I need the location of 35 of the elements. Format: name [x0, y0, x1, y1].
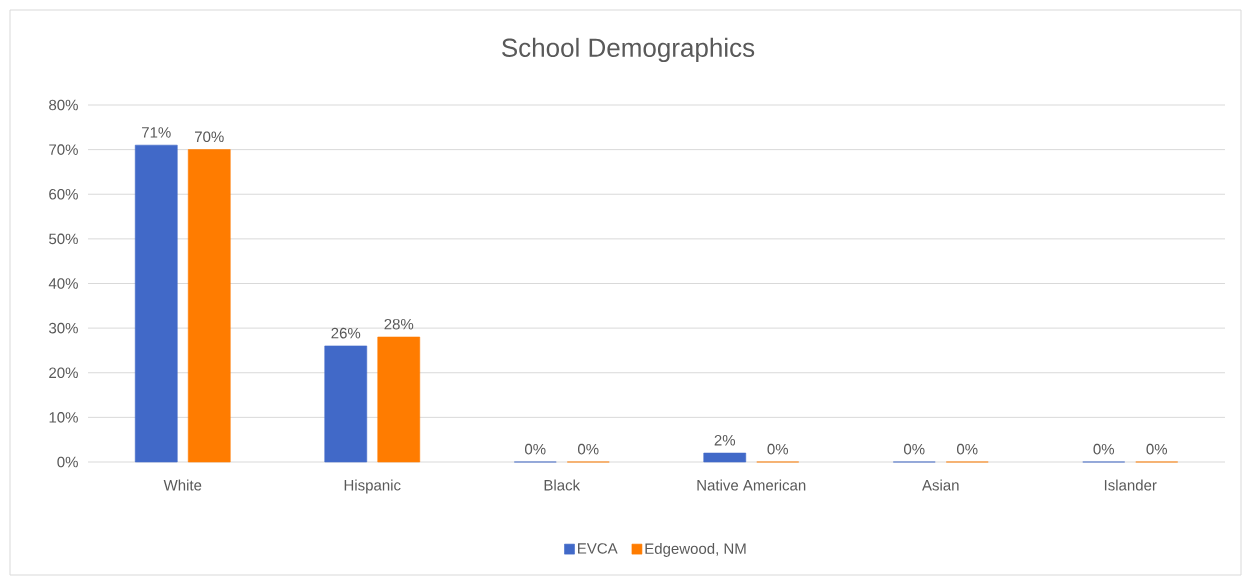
x-tick-label: Native American: [697, 479, 806, 491]
y-tick-label: 60%: [49, 188, 78, 200]
data-label: 71%: [142, 127, 171, 138]
data-label: 0%: [1146, 443, 1168, 455]
data-label: 70%: [195, 131, 224, 143]
y-tick-label: 70%: [49, 144, 78, 155]
x-tick-label: White: [163, 479, 202, 491]
y-tick-label: 0%: [57, 456, 78, 468]
y-tick-label: 20%: [49, 367, 78, 379]
y-tick-label: 40%: [48, 278, 78, 289]
legend-label: Edgewood, NM: [645, 542, 746, 557]
legend-label: EVCA: [578, 543, 618, 554]
bar: [377, 336, 421, 463]
data-label: 26%: [331, 327, 361, 339]
y-tick-label: 10%: [49, 412, 78, 423]
x-tick-label: Islander: [1104, 479, 1157, 491]
data-label: 2%: [714, 434, 736, 446]
data-label: 0%: [524, 443, 546, 455]
bar: [703, 452, 747, 463]
bar: [187, 149, 231, 463]
x-tick-label: Hispanic: [344, 479, 401, 494]
data-label: 0%: [956, 443, 978, 455]
y-tick-label: 30%: [49, 322, 78, 334]
x-tick-label: Black: [544, 479, 581, 491]
y-tick-label: 80%: [49, 99, 78, 111]
chart-title: School Demographics: [502, 37, 755, 63]
x-tick-label: Asian: [922, 479, 959, 491]
data-label: 0%: [903, 443, 925, 455]
data-label: 0%: [767, 443, 789, 455]
bar: [324, 345, 368, 463]
y-tick-label: 50%: [49, 233, 78, 245]
data-label: 0%: [1093, 443, 1115, 455]
data-label: 28%: [384, 318, 414, 330]
bar: [134, 144, 178, 463]
data-label: 0%: [577, 443, 599, 455]
